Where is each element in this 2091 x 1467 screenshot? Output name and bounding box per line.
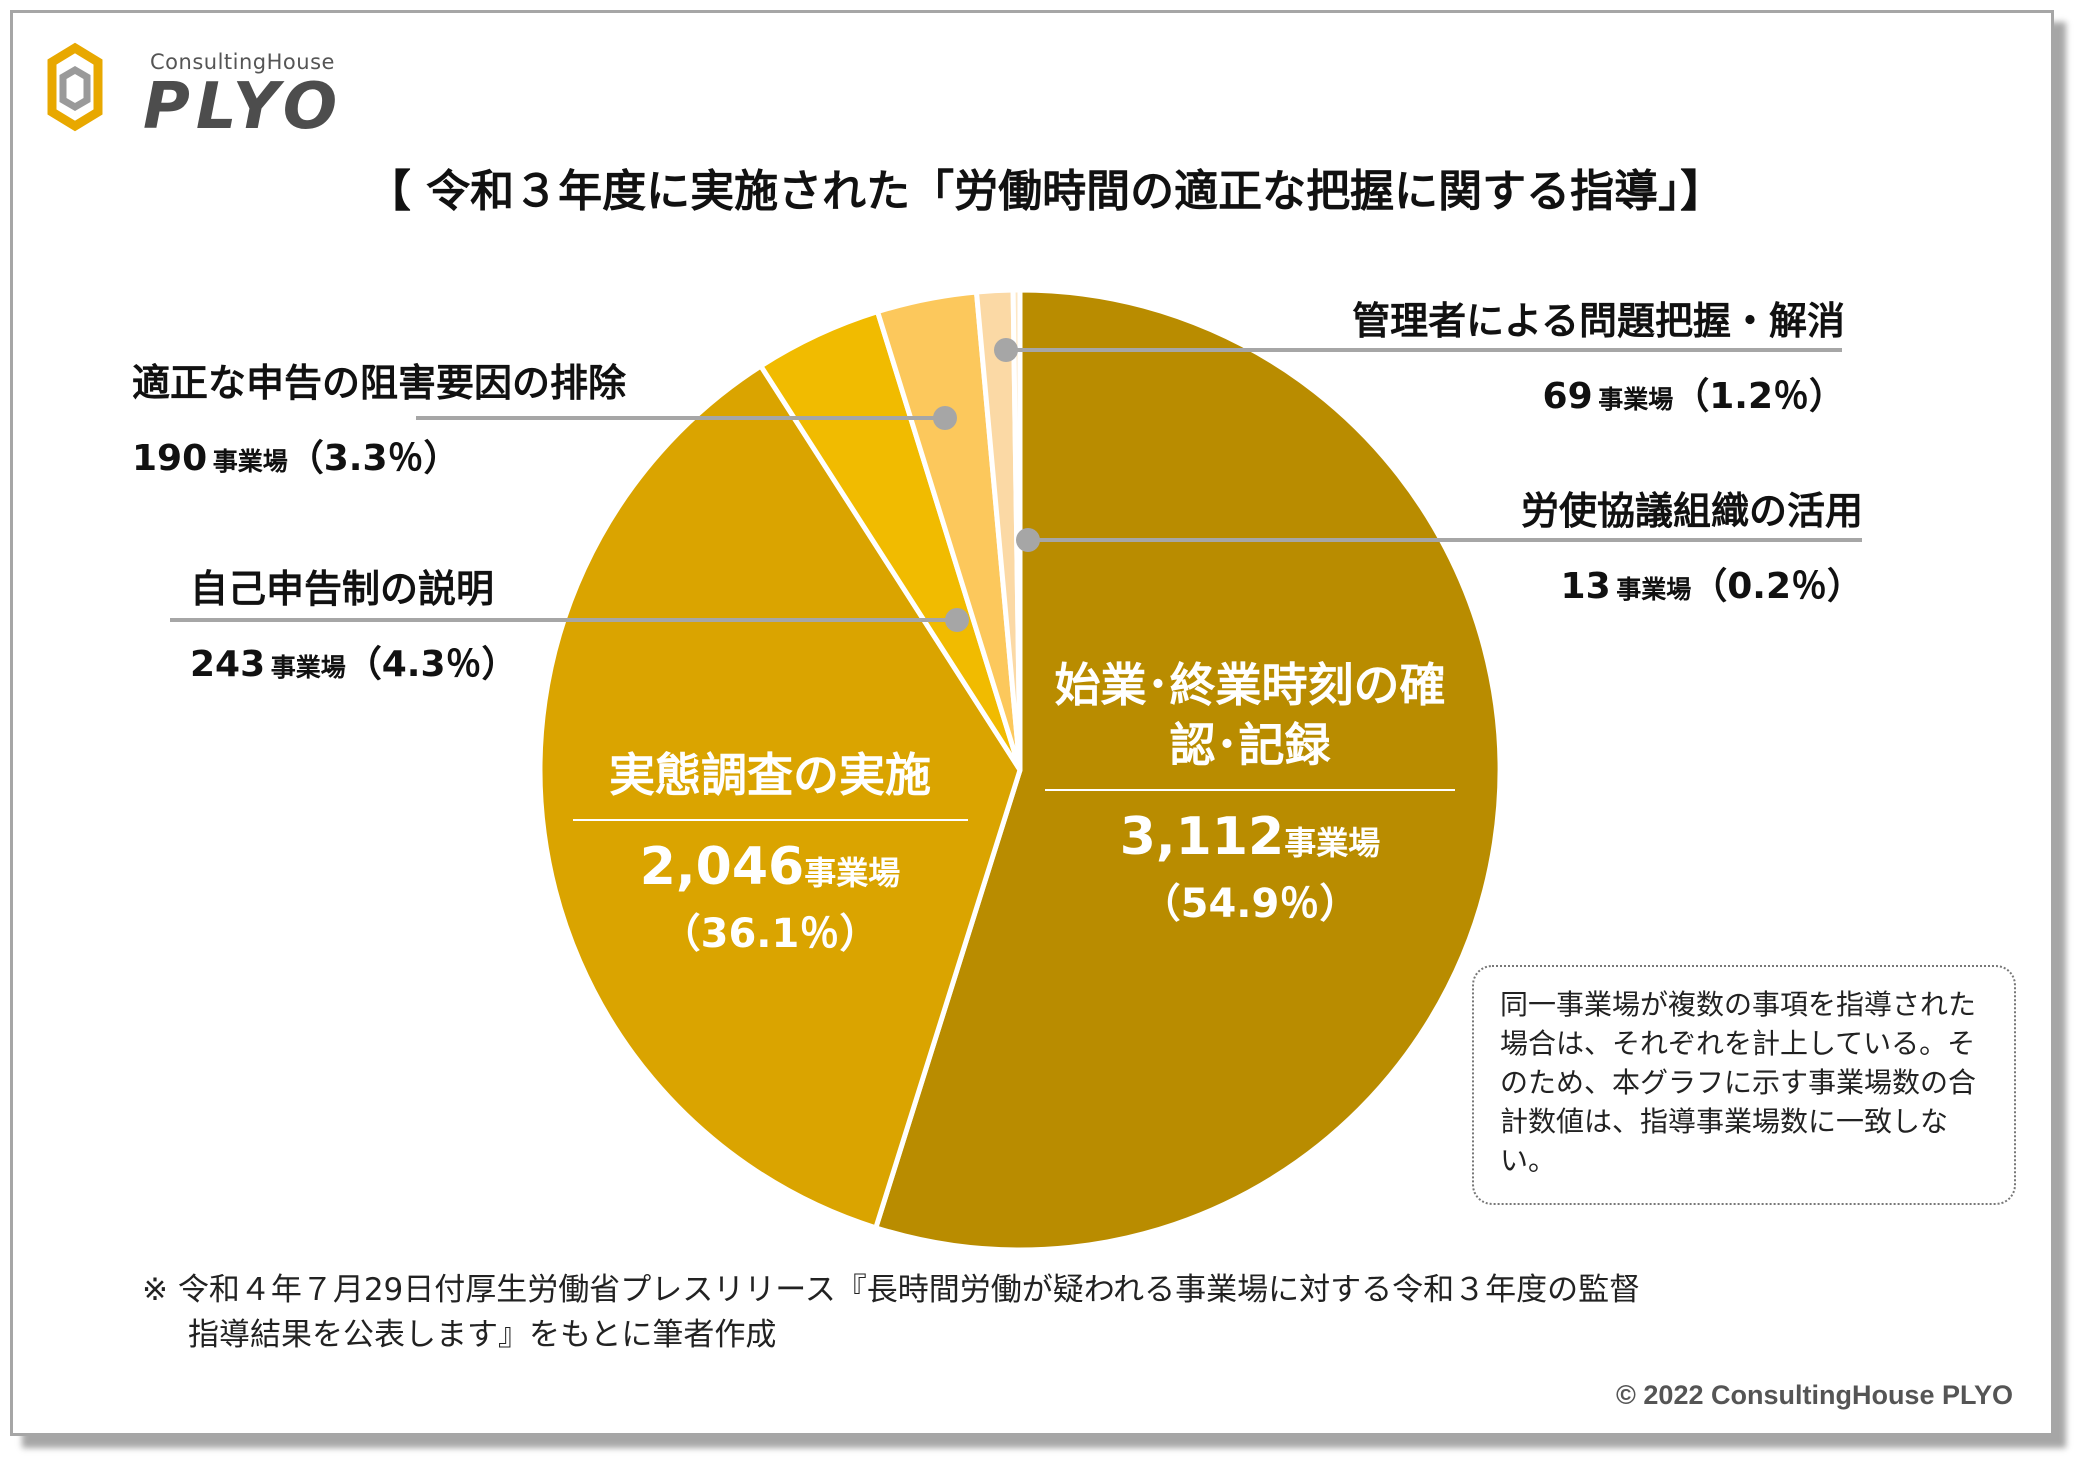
slice-value: 69: [1542, 376, 1593, 417]
label-obstacle-removal: 適正な申告の阻害要因の排除 190 事業場（3.3％）: [132, 352, 626, 481]
label-divider: [572, 819, 968, 821]
slice-percent: （3.3％）: [287, 438, 460, 479]
slice-percent: （4.3％）: [345, 644, 518, 685]
slice-percent: （1.2％）: [1673, 376, 1845, 417]
footnote-line: 指導結果を公表します』をもとに筆者作成: [188, 1317, 777, 1353]
slice-label: 始業･終業時刻の確認･記録: [1054, 658, 1446, 772]
logo-wordmark: PLYO: [143, 70, 344, 144]
leader-manager-dot: [994, 338, 1018, 362]
slice-value: 13: [1560, 566, 1611, 607]
slice-percent: （54.9％）: [1140, 881, 1360, 927]
slice-unit: 事業場: [1598, 385, 1674, 414]
leader-obstacle-removal-dot: [933, 406, 957, 430]
slice-value: 2,046: [639, 837, 805, 897]
slice-field-survey: [537, 363, 1023, 1231]
slice-label: 労使協議組織の活用: [1520, 489, 1863, 533]
slice-percent: （36.1％）: [660, 911, 880, 957]
slice-value: 3,112: [1119, 807, 1285, 867]
slice-label: 適正な申告の阻害要因の排除: [132, 361, 627, 405]
leader-labor-committee-dot: [1016, 528, 1040, 552]
logo-mark-icon: [47, 42, 103, 132]
slice-label: 管理者による問題把握・解消: [1352, 299, 1845, 343]
label-self-report: 自己申告制の説明 243 事業場（4.3％）: [190, 558, 518, 687]
slice-unit: 事業場: [1284, 824, 1381, 862]
label-field-survey: 実態調査の実施 2,046事業場 （36.1％）: [570, 745, 970, 959]
slice-percent: （0.2％）: [1691, 566, 1863, 607]
logo-subtitle: ConsultingHouse: [150, 50, 335, 74]
slice-label: 実態調査の実施: [609, 748, 931, 802]
slice-unit: 事業場: [804, 854, 901, 892]
copyright: © 2022 ConsultingHouse PLYO: [1616, 1380, 2013, 1410]
footnote: ※ 令和４年７月29日付厚生労働省プレスリリース『長時間労働が疑われる事業場に対…: [142, 1268, 1640, 1358]
slice-unit: 事業場: [1616, 575, 1692, 604]
label-divider: [1045, 789, 1455, 791]
note-box: 同一事業場が複数の事項を指導された場合は、それぞれを計上している。そのため、本グ…: [1472, 965, 2016, 1205]
slice-unit: 事業場: [212, 447, 288, 476]
label-manager: 管理者による問題把握・解消 69 事業場（1.2％）: [1352, 290, 1845, 419]
chart-title: 【 令和３年度に実施された「労働時間の適正な把握に関する指導」】: [366, 166, 1725, 217]
slice-value: 243: [190, 644, 266, 685]
slice-label: 自己申告制の説明: [190, 567, 495, 611]
label-labor-committee: 労使協議組織の活用 13 事業場（0.2％）: [1521, 480, 1863, 609]
slice-labor-committee: [1010, 287, 1023, 773]
footnote-line: ※ 令和４年７月29日付厚生労働省プレスリリース『長時間労働が疑われる事業場に対…: [142, 1272, 1641, 1308]
label-start-end-time: 始業･終業時刻の確認･記録 3,112事業場 （54.9％）: [1040, 655, 1460, 929]
leader-self-report-dot: [945, 608, 969, 632]
slice-value: 190: [132, 438, 208, 479]
slice-unit: 事業場: [270, 653, 346, 682]
